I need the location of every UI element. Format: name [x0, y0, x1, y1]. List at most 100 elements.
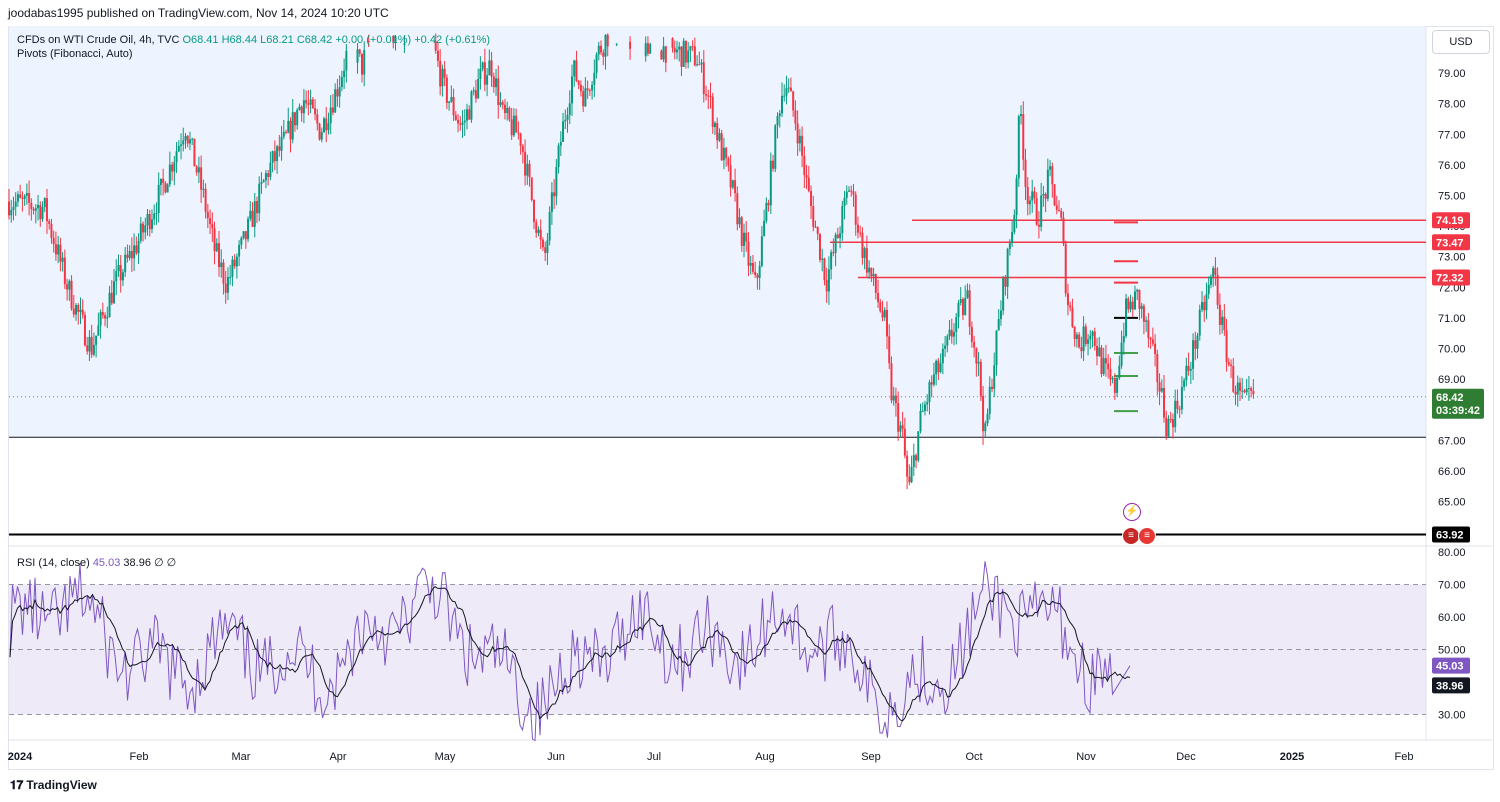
candle-body: [957, 302, 960, 318]
candle-body: [1230, 364, 1233, 366]
candle-body: [856, 224, 859, 233]
candle-body: [57, 244, 60, 255]
candle-body: [961, 299, 964, 316]
candle-body: [749, 263, 752, 266]
candle-body: [1107, 363, 1110, 370]
candle-body: [959, 299, 962, 303]
candle-body: [1183, 380, 1186, 387]
candle-body: [318, 123, 321, 140]
candle-body: [836, 234, 839, 239]
candle-body: [874, 274, 877, 293]
time-tick-label: Dec: [1176, 751, 1196, 763]
candle-body: [363, 49, 366, 75]
candle-body: [937, 360, 940, 373]
candle-body: [121, 272, 124, 281]
candle-body: [979, 361, 982, 397]
candle-body: [801, 135, 804, 156]
price-tick-label: 71.00: [1438, 313, 1466, 325]
candle-body: [593, 72, 596, 85]
lightning-icon[interactable]: ⚡: [1123, 503, 1141, 521]
candle-body: [19, 194, 22, 198]
candle-body: [731, 180, 734, 188]
candle-body: [1201, 302, 1204, 310]
candle-body: [1236, 382, 1239, 395]
rsi-tick-label: 70.00: [1438, 580, 1466, 592]
rsi-legend: RSI (14, close) 45.03 38.96 ∅ ∅: [17, 556, 176, 569]
candle-body: [450, 97, 453, 102]
candle-body: [689, 46, 692, 51]
candle-body: [316, 114, 319, 124]
candle-body: [649, 43, 652, 54]
lower-level-badge: 63.92: [1432, 526, 1470, 543]
pivots-indicator-label[interactable]: Pivots (Fibonacci, Auto): [17, 48, 133, 60]
candle-body: [1040, 195, 1043, 227]
candle-body: [990, 386, 993, 389]
candle-body: [497, 78, 500, 106]
candle-body: [1042, 194, 1045, 196]
candle-body: [52, 237, 55, 245]
candle-body: [209, 218, 212, 224]
candle-body: [247, 218, 250, 240]
candle-body: [135, 245, 138, 254]
candle-body: [807, 177, 810, 192]
event-icon[interactable]: ≡: [1138, 527, 1156, 545]
candle-body: [309, 99, 312, 105]
candle-body: [917, 431, 920, 461]
rsi-flags: ∅ ∅: [154, 557, 177, 569]
candle-body: [894, 395, 897, 404]
candle-body: [953, 332, 956, 337]
candle-body: [566, 114, 569, 120]
candle-body: [818, 233, 821, 260]
candle-body: [108, 292, 111, 318]
candle-body: [769, 160, 772, 206]
candle-body: [852, 191, 855, 195]
change-value: +0.42 (+0.61%): [414, 34, 491, 46]
candle-body: [783, 95, 786, 97]
candle-body: [678, 46, 681, 50]
price-tick-label: 70.00: [1438, 343, 1466, 355]
candle-body: [530, 177, 533, 200]
candle-body: [519, 133, 522, 146]
candle-body: [137, 240, 140, 254]
candle-body: [1049, 166, 1052, 170]
candle-body: [1149, 337, 1152, 340]
symbol-title[interactable]: CFDs on WTI Crude Oil, 4h, TVC: [17, 34, 180, 46]
candle-body: [182, 140, 185, 145]
candle-body: [166, 184, 169, 193]
candle-body: [526, 163, 529, 176]
candle-body: [180, 144, 183, 146]
candle-body: [573, 60, 576, 77]
candle-body: [441, 68, 444, 87]
candle-body: [293, 112, 296, 126]
candle-body: [1169, 418, 1172, 420]
currency-button[interactable]: USD: [1432, 30, 1490, 54]
candle-body: [901, 425, 904, 429]
candle-body: [524, 151, 527, 176]
candle-body: [23, 195, 26, 199]
candle-body: [1178, 408, 1181, 410]
candle-body: [1221, 316, 1224, 325]
candle-body: [814, 226, 817, 228]
candle-body: [821, 258, 824, 260]
candle-body: [1187, 365, 1190, 371]
tradingview-logo-text: TradingView: [26, 778, 97, 792]
candle-body: [358, 49, 361, 54]
candle-body: [1089, 335, 1092, 340]
candle-body: [146, 213, 149, 226]
candle-body: [541, 239, 544, 248]
candle-body: [1084, 326, 1087, 344]
rsi-title[interactable]: RSI (14, close): [17, 557, 90, 569]
candle-body: [465, 109, 468, 121]
candle-body: [553, 192, 556, 197]
candle-body: [16, 194, 19, 202]
rsi-tick-label: 80.00: [1438, 547, 1466, 559]
candle-body: [888, 336, 891, 364]
candle-body: [1142, 305, 1145, 322]
candle-body: [311, 99, 314, 109]
candle-body: [1118, 365, 1121, 378]
candle-body: [660, 50, 663, 60]
rsi-tick-label: 60.00: [1438, 612, 1466, 624]
candle-body: [59, 244, 62, 262]
candle-body: [606, 34, 609, 47]
